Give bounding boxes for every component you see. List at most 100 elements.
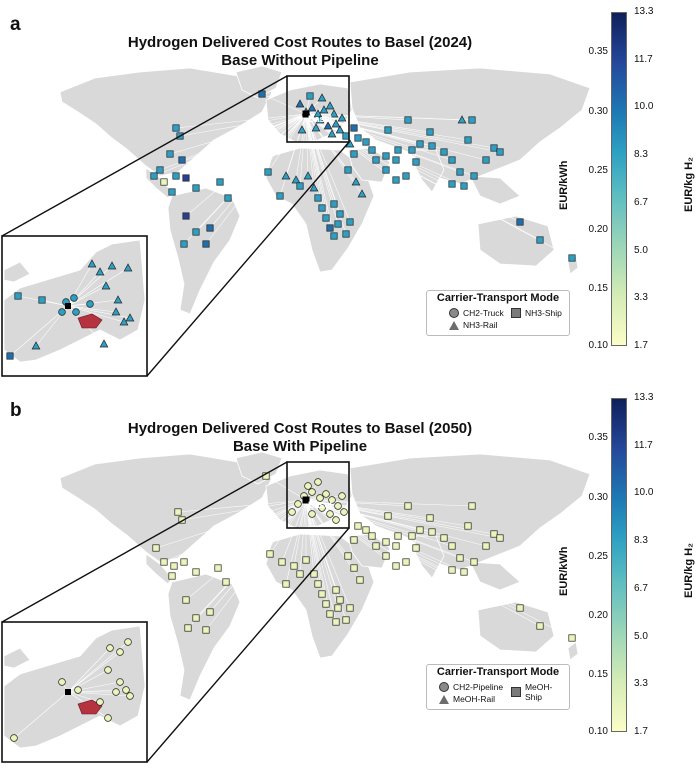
- route-origin-marker: [332, 618, 340, 626]
- route-origin-marker: [350, 564, 358, 572]
- route-line: [305, 113, 319, 199]
- route-origin-marker: [394, 532, 402, 540]
- colorbar-kg-label: EUR/kg H₂: [683, 542, 695, 598]
- route-line: [305, 113, 333, 135]
- route-origin-marker: [354, 522, 362, 530]
- route-origin-marker: [99, 339, 109, 348]
- route-origin-marker: [331, 119, 341, 128]
- route-origin-marker: [326, 224, 334, 232]
- colorbar-kwh-tick: 0.25: [588, 165, 608, 176]
- route-origin-marker: [178, 156, 186, 164]
- route-line: [293, 499, 307, 567]
- route-origin-marker: [372, 542, 380, 550]
- route-origin-marker: [448, 180, 456, 188]
- route-origin-marker: [214, 564, 222, 572]
- route-origin-marker: [95, 267, 105, 276]
- route-origin-marker: [168, 188, 176, 196]
- legend-title: Carrier-Transport Mode: [436, 666, 560, 678]
- route-line: [175, 113, 307, 177]
- south-america-landmass: [167, 187, 241, 315]
- route-origin-marker: [426, 128, 434, 136]
- route-origin-marker: [180, 240, 188, 248]
- route-origin-marker: [307, 103, 317, 112]
- panel-letter: b: [10, 400, 22, 421]
- route-origin-marker: [306, 92, 314, 100]
- route-origin-marker: [334, 502, 342, 510]
- route-origin-marker: [266, 550, 274, 558]
- route-origin-marker: [325, 101, 335, 110]
- route-origin-marker: [182, 174, 190, 182]
- route-origin-marker: [372, 156, 380, 164]
- route-line: [305, 499, 331, 615]
- route-line: [9, 305, 69, 357]
- route-origin-marker: [124, 638, 132, 646]
- route-origin-marker: [392, 176, 400, 184]
- route-origin-marker: [116, 648, 124, 656]
- colorbar-kg-tick: 1.7: [634, 340, 648, 351]
- triangle-marker-icon: [439, 694, 449, 704]
- route-line: [67, 691, 101, 703]
- route-origin-marker: [460, 568, 468, 576]
- route-origin-marker: [408, 146, 416, 154]
- route-origin-marker: [104, 714, 112, 722]
- route-origin-marker: [314, 194, 322, 202]
- route-origin-marker: [440, 534, 448, 542]
- route-line: [305, 113, 323, 209]
- colorbar-kg-tick: 11.7: [634, 439, 653, 451]
- route-origin-marker: [290, 562, 298, 570]
- switzerland-shape: [77, 313, 103, 329]
- route-origin-marker: [119, 317, 129, 326]
- square-marker-icon: [511, 687, 521, 697]
- route-origin-marker: [460, 182, 468, 190]
- route-line: [305, 113, 407, 177]
- australia-landmass: [477, 215, 555, 267]
- route-origin-marker: [382, 152, 390, 160]
- route-origin-marker: [111, 307, 121, 316]
- route-origin-marker: [314, 478, 322, 486]
- route-line: [305, 499, 351, 609]
- route-origin-marker: [468, 502, 476, 510]
- route-origin-marker: [172, 124, 180, 132]
- legend-label: MeOH-Ship: [524, 682, 553, 702]
- route-origin-marker: [357, 189, 367, 198]
- southeast-asia-landmass: [469, 561, 521, 591]
- colorbar-kwh-tick: 0.35: [588, 432, 608, 443]
- route-origin-marker: [38, 296, 46, 304]
- route-origin-marker: [166, 150, 174, 158]
- route-origin-marker: [113, 295, 123, 304]
- route-origin-marker: [440, 148, 448, 156]
- route-origin-marker: [404, 116, 412, 124]
- new-zealand-landmass: [567, 641, 579, 661]
- route-origin-marker: [330, 200, 338, 208]
- route-origin-marker: [294, 500, 302, 508]
- route-origin-marker: [392, 156, 400, 164]
- route-origin-marker: [315, 115, 325, 124]
- route-origin-marker: [402, 172, 410, 180]
- south-america-landmass: [167, 573, 241, 701]
- colorbar: [611, 398, 627, 732]
- route-line: [305, 499, 431, 519]
- route-origin-marker: [310, 570, 318, 578]
- square-marker-icon: [511, 308, 521, 318]
- colorbar-kwh-label: EUR/kWh: [558, 160, 570, 211]
- panel-b: b Hydrogen Delivered Cost Routes to Base…: [0, 386, 700, 772]
- route-origin-marker: [72, 308, 80, 316]
- route-origin-marker: [6, 352, 14, 360]
- north-america-landmass: [59, 453, 273, 563]
- route-line: [305, 499, 355, 541]
- route-origin-marker: [14, 292, 22, 300]
- route-line: [305, 499, 339, 507]
- route-origin-marker: [338, 492, 346, 500]
- route-origin-marker: [470, 558, 478, 566]
- route-origin-marker: [496, 534, 504, 542]
- route-origin-marker: [222, 578, 230, 586]
- route-origin-marker: [123, 263, 133, 272]
- route-origin-marker: [308, 488, 316, 496]
- world-map: Basel: [1, 65, 591, 377]
- route-origin-marker: [313, 109, 323, 118]
- route-origin-marker: [392, 562, 400, 570]
- route-origin-marker: [182, 596, 190, 604]
- map-title: Hydrogen Delivered Cost Routes to Basel …: [80, 420, 520, 456]
- route-origin-marker: [350, 536, 358, 544]
- legend-label: NH3-Rail: [463, 320, 498, 330]
